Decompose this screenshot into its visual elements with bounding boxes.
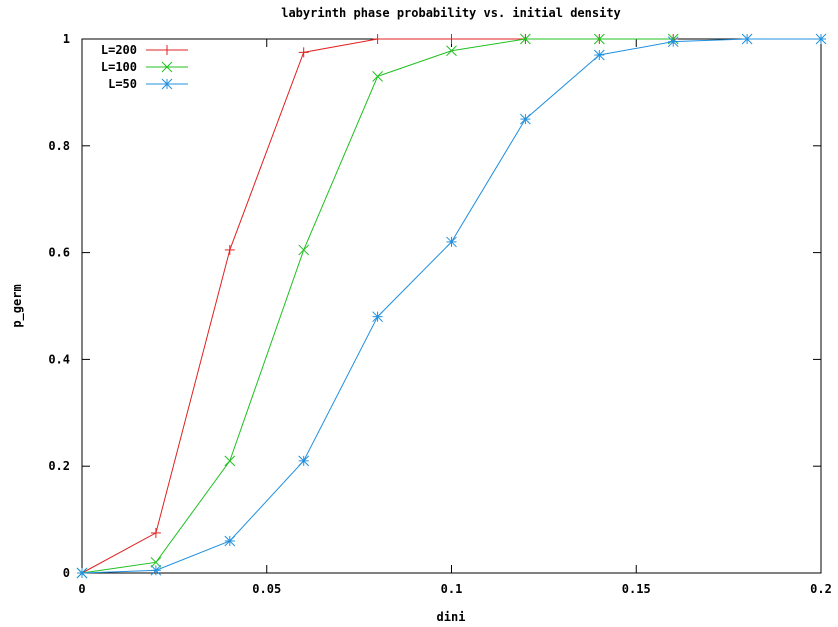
data-point <box>593 49 605 61</box>
data-point <box>446 45 457 57</box>
data-point <box>150 527 161 538</box>
legend-label: L=100 <box>101 60 137 74</box>
data-point <box>298 244 310 256</box>
data-point <box>224 455 236 467</box>
data-point <box>372 71 383 82</box>
plot-axes: 0 0.05 0.1 0.15 0.2 0 0.2 0.4 0.6 0.8 1 <box>48 32 832 596</box>
data-point <box>224 244 235 255</box>
series-layer <box>76 33 827 579</box>
data-point <box>446 236 457 248</box>
data-point <box>161 61 173 73</box>
y-tick-label: 0.8 <box>48 139 70 153</box>
y-tick-label: 0.6 <box>48 246 70 260</box>
series-line <box>81 38 821 574</box>
y-axis-label: p_germ <box>10 284 25 327</box>
legend: L=200 L=100 L=50 <box>101 43 188 91</box>
data-point <box>372 311 383 323</box>
data-point <box>741 33 753 45</box>
data-point <box>520 33 531 45</box>
data-point <box>162 45 172 55</box>
data-point <box>298 47 309 58</box>
data-point <box>815 33 827 45</box>
data-point <box>667 36 679 48</box>
data-point <box>593 33 605 45</box>
data-point <box>76 567 88 579</box>
data-point <box>372 34 383 44</box>
y-tick-label: 0 <box>63 566 70 580</box>
y-tick-label: 0.4 <box>48 352 70 366</box>
x-tick-label: 0 <box>78 582 85 596</box>
y-tick-label: 1 <box>63 32 70 46</box>
legend-item: L=200 <box>101 43 188 57</box>
series-line <box>81 38 674 574</box>
legend-item: L=50 <box>108 77 188 91</box>
series-line <box>81 38 674 574</box>
data-point <box>298 455 310 467</box>
data-point <box>161 78 173 90</box>
x-tick-label: 0.05 <box>252 582 281 596</box>
series-l-50 <box>76 33 827 579</box>
plot-frame <box>81 38 822 574</box>
x-axis-label: dini <box>437 610 466 624</box>
y-tick-label: 0.2 <box>48 459 70 473</box>
legend-label: L=50 <box>108 77 137 91</box>
series-l-100 <box>76 33 679 579</box>
data-point <box>150 556 162 568</box>
data-point <box>520 113 531 125</box>
x-tick-label: 0.15 <box>622 582 651 596</box>
chart-title: labyrinth phase probability vs. initial … <box>281 6 621 20</box>
legend-item: L=100 <box>101 60 188 74</box>
x-tick-label: 0.2 <box>810 582 832 596</box>
data-point <box>150 564 162 576</box>
legend-label: L=200 <box>101 43 137 57</box>
x-tick-label: 0.1 <box>441 582 463 596</box>
data-point <box>446 34 457 44</box>
data-point <box>224 535 236 547</box>
series-l-200 <box>77 34 679 578</box>
